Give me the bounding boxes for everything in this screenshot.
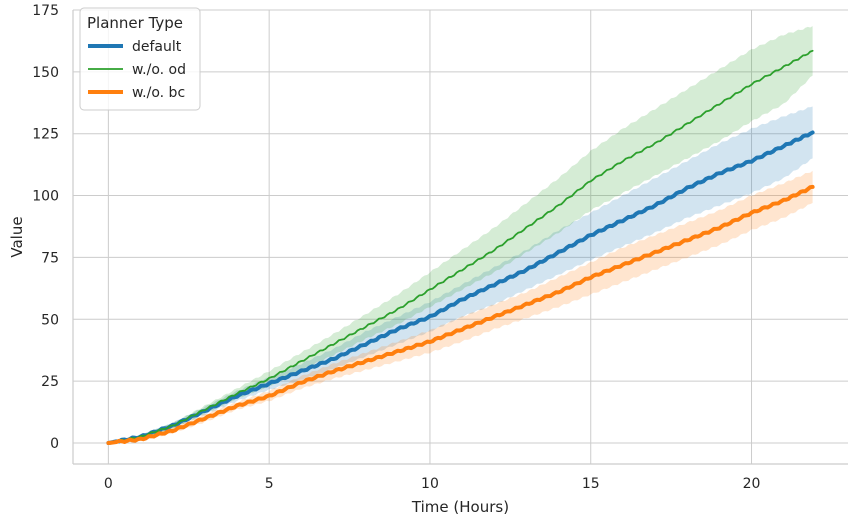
legend: Planner Type default w./o. od w./o. bc — [79, 7, 201, 111]
y-tick-labels: 0 25 50 75 100 125 150 175 — [32, 3, 59, 452]
series-lines — [106, 49, 815, 445]
x-tick-label-1: 5 — [265, 476, 274, 492]
x-tick-label-4: 20 — [743, 476, 761, 492]
band-1 — [108, 26, 813, 443]
x-tick-label-2: 10 — [421, 476, 439, 492]
y-axis-label: Value — [8, 216, 26, 257]
y-tick-label-2: 50 — [41, 312, 59, 328]
series-line-0 — [106, 130, 815, 445]
legend-title: Planner Type — [87, 14, 183, 32]
y-tick-label-6: 150 — [32, 65, 59, 81]
legend-items: default w./o. od w./o. bc — [88, 39, 186, 101]
y-tick-label-0: 0 — [50, 436, 59, 452]
y-tick-label-7: 175 — [32, 3, 59, 19]
grid — [73, 9, 848, 464]
x-axis-label: Time (Hours) — [411, 498, 509, 516]
series-line-1 — [107, 49, 814, 444]
legend-label-1: w./o. od — [132, 62, 186, 78]
y-tick-label-1: 25 — [41, 374, 59, 390]
x-tick-label-3: 15 — [582, 476, 600, 492]
band-0 — [108, 106, 813, 443]
legend-label-2: w./o. bc — [132, 85, 185, 101]
x-tick-label-0: 0 — [104, 476, 113, 492]
legend-label-0: default — [132, 39, 182, 55]
y-tick-label-4: 100 — [32, 189, 59, 205]
y-tick-label-5: 125 — [32, 127, 59, 143]
x-tick-labels: 0 5 10 15 20 — [104, 476, 761, 492]
series-line-2 — [106, 184, 815, 445]
y-tick-label-3: 75 — [41, 250, 59, 266]
legend-box — [79, 7, 201, 111]
axes-frame — [72, 10, 848, 465]
confidence-bands — [108, 26, 813, 444]
